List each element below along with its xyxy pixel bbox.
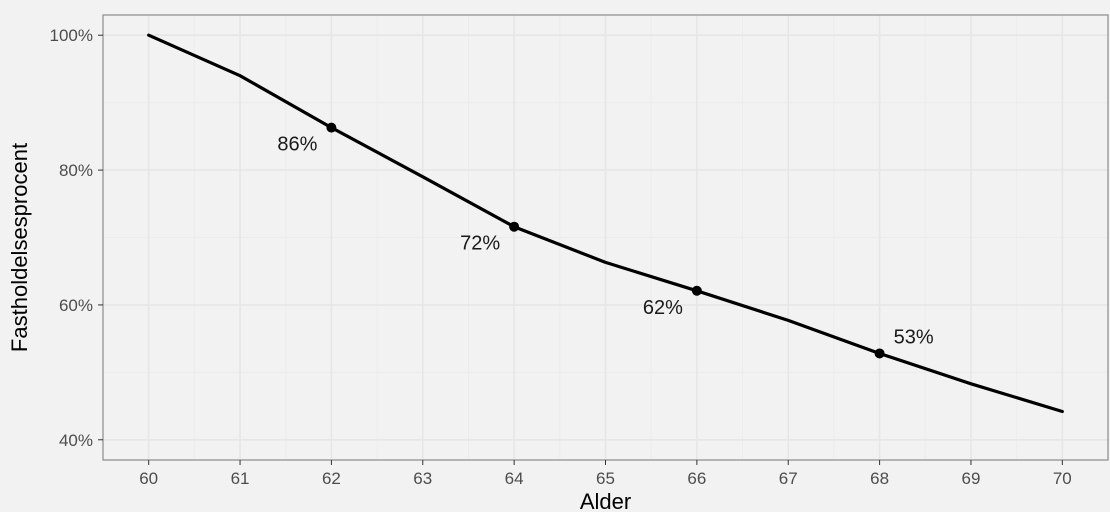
y-tick-label: 40% (59, 431, 93, 450)
x-tick-label: 70 (1053, 469, 1072, 488)
x-tick-label: 62 (322, 469, 341, 488)
data-point (509, 221, 520, 232)
x-tick-label: 63 (413, 469, 432, 488)
series-group (147, 33, 1064, 414)
x-tick-label: 66 (687, 469, 706, 488)
x-tick-label: 67 (779, 469, 798, 488)
x-tick-label: 65 (596, 469, 615, 488)
y-axis: 40% 60% 80% 100% (50, 26, 103, 450)
y-tick-label: 60% (59, 296, 93, 315)
x-tick-label: 61 (231, 469, 250, 488)
x-tick-label: 64 (505, 469, 524, 488)
data-label: 72% (460, 233, 500, 255)
x-tick-label: 68 (870, 469, 889, 488)
data-label: 86% (277, 134, 317, 156)
x-tick-label: 60 (139, 469, 158, 488)
x-axis: 60 61 62 63 64 65 66 67 68 69 70 (139, 460, 1072, 488)
data-point (874, 348, 885, 359)
data-label: 53% (894, 326, 934, 348)
y-tick-label: 100% (50, 26, 93, 45)
data-label: 62% (643, 297, 683, 319)
x-tick-label: 69 (961, 469, 980, 488)
data-point (326, 122, 337, 133)
x-axis-title: Alder (580, 489, 631, 512)
markers-group: 86% 72% 62% 53% (277, 122, 934, 359)
y-axis-title: Fastholdelsesprocent (7, 143, 32, 352)
y-tick-label: 80% (59, 161, 93, 180)
data-point (691, 285, 702, 296)
series-line (147, 33, 1064, 414)
major-gridlines (103, 15, 1108, 460)
